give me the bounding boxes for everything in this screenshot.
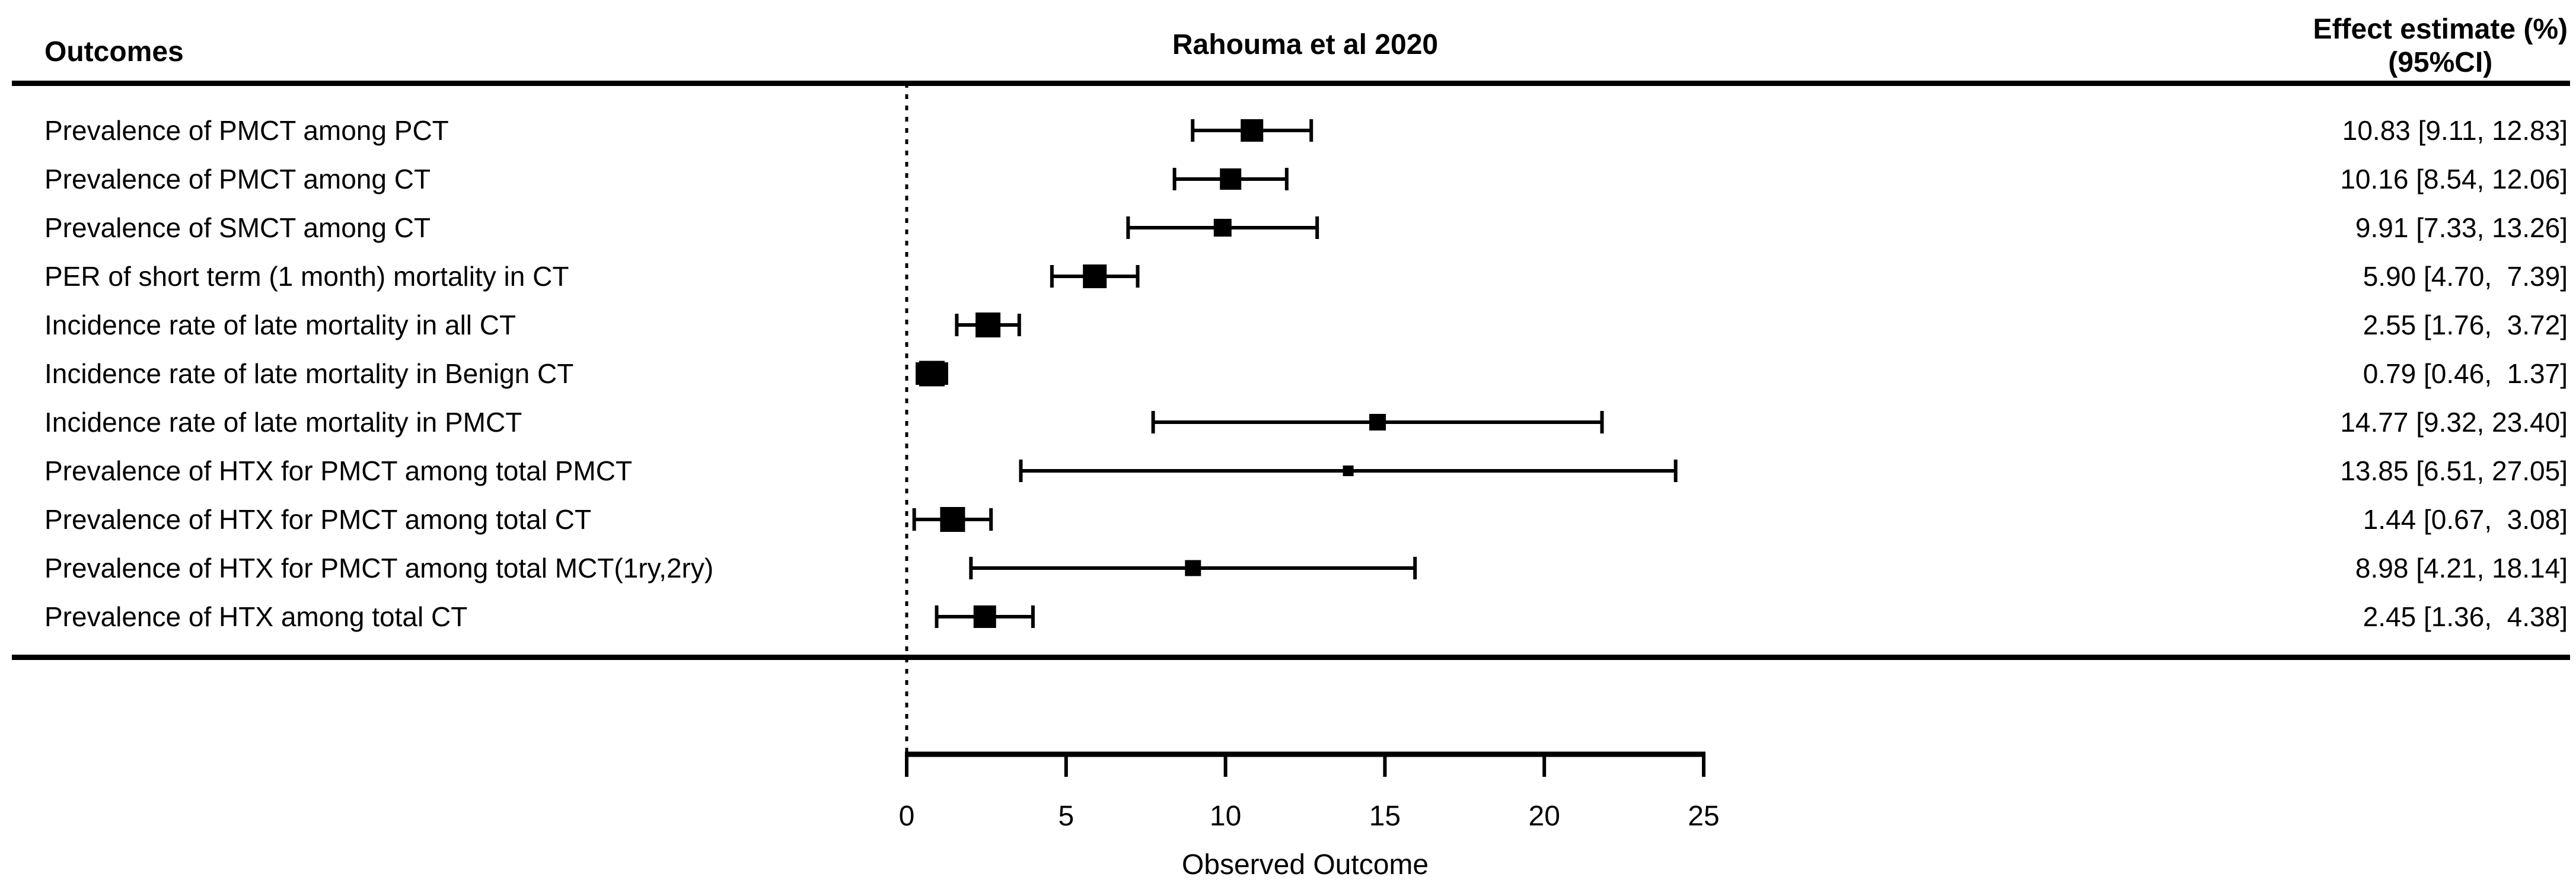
- outcomes-column-header: Outcomes: [44, 36, 184, 68]
- x-axis-tick-label: 5: [1058, 801, 1074, 832]
- outcome-label: Prevalence of SMCT among CT: [44, 212, 431, 243]
- study-title: Rahouma et al 2020: [1172, 29, 1439, 60]
- effect-estimate-column-header: Effect estimate (%) (95%CI): [2313, 13, 2568, 79]
- top-divider-rule: [12, 81, 2570, 86]
- effect-estimate-value: 10.16 [8.54, 12.06]: [2340, 164, 2568, 194]
- outcome-label: Incidence rate of late mortality in Beni…: [44, 358, 574, 389]
- outcome-label: Prevalence of HTX among total CT: [44, 601, 468, 632]
- effect-estimate-value: 8.98 [4.21, 18.14]: [2355, 553, 2568, 583]
- point-estimate-marker: [973, 605, 996, 628]
- point-estimate-marker: [1083, 264, 1107, 288]
- point-estimate-marker: [1369, 414, 1386, 431]
- outcome-label: Incidence rate of late mortality in PMCT: [44, 407, 522, 438]
- outcome-label: Prevalence of HTX for PMCT among total C…: [44, 504, 592, 535]
- effect-estimate-value: 10.83 [9.11, 12.83]: [2342, 115, 2568, 146]
- point-estimate-marker: [919, 361, 945, 387]
- x-axis-tick-label: 0: [899, 801, 915, 832]
- outcome-label: Incidence rate of late mortality in all …: [44, 310, 517, 340]
- effect-estimate-header-line1: Effect estimate (%): [2313, 14, 2568, 45]
- effect-estimate-header-line2: (95%CI): [2388, 47, 2493, 78]
- outcome-label: Prevalence of PMCT among CT: [44, 164, 431, 194]
- point-estimate-marker: [940, 507, 965, 532]
- outcome-label: PER of short term (1 month) mortality in…: [44, 261, 569, 292]
- x-axis-tick-label: 20: [1529, 801, 1560, 832]
- effect-estimate-value: 13.85 [6.51, 27.05]: [2340, 455, 2568, 486]
- x-axis-title: Observed Outcome: [1182, 849, 1429, 881]
- outcome-label: Prevalence of PMCT among PCT: [44, 115, 449, 146]
- effect-estimate-value: 5.90 [4.70, 7.39]: [2363, 261, 2568, 292]
- point-estimate-marker: [1241, 119, 1264, 142]
- point-estimate-marker: [975, 313, 1001, 337]
- point-estimate-marker: [1185, 560, 1201, 576]
- x-axis-tick-label: 10: [1210, 801, 1241, 832]
- bottom-divider-rule: [12, 655, 2570, 660]
- outcome-label: Prevalence of HTX for PMCT among total P…: [44, 455, 633, 486]
- x-axis-tick-label: 25: [1688, 801, 1719, 832]
- effect-estimate-value: 2.55 [1.76, 3.72]: [2363, 310, 2568, 340]
- point-estimate-marker: [1213, 219, 1232, 237]
- x-axis-tick-label: 15: [1369, 801, 1401, 832]
- effect-estimate-value: 2.45 [1.36, 4.38]: [2363, 601, 2568, 632]
- outcome-label: Prevalence of HTX for PMCT among total M…: [44, 553, 714, 583]
- effect-estimate-value: 9.91 [7.33, 13.26]: [2355, 212, 2568, 243]
- effect-estimate-value: 0.79 [0.46, 1.37]: [2363, 358, 2568, 389]
- effect-estimate-value: 14.77 [9.32, 23.40]: [2340, 407, 2568, 438]
- point-estimate-marker: [1220, 168, 1242, 190]
- effect-estimate-value: 1.44 [0.67, 3.08]: [2363, 504, 2568, 535]
- point-estimate-marker: [1343, 465, 1354, 476]
